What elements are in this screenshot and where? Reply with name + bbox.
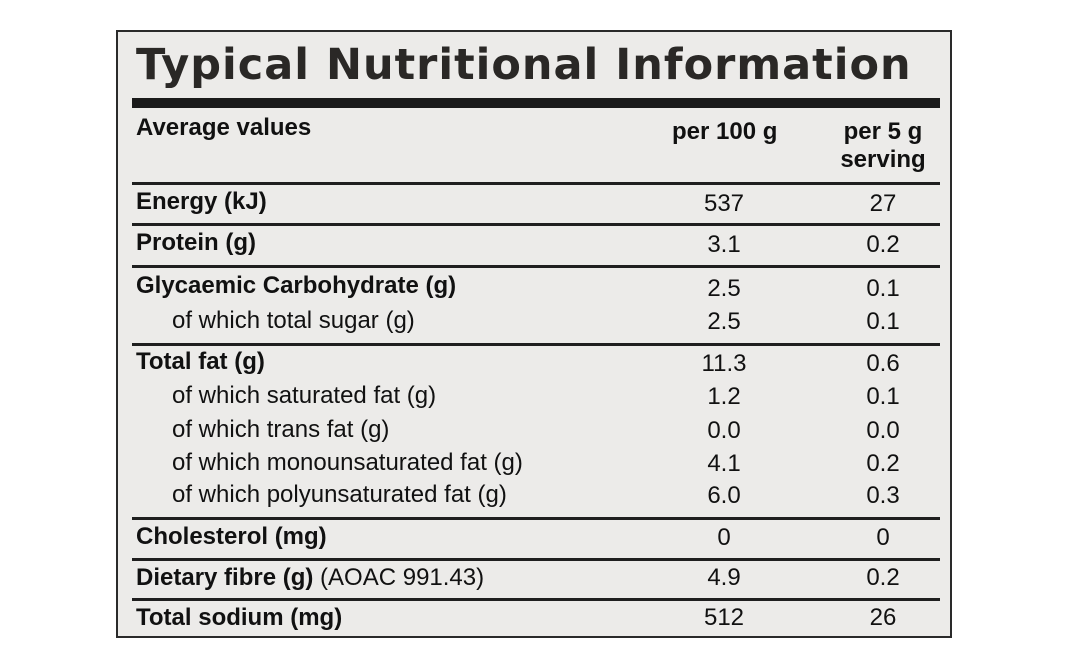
- divider: [132, 343, 940, 346]
- row-label: Energy (kJ): [136, 188, 267, 215]
- header-per-100g: per 100 g: [672, 118, 778, 145]
- row-per100: 537: [703, 190, 745, 217]
- divider: [132, 223, 940, 226]
- row-label: of which polyunsaturated fat (g): [172, 481, 507, 508]
- row-per5: 0.0: [866, 417, 900, 444]
- row-per5: 0.2: [866, 231, 900, 258]
- row-per100: 0.0: [707, 417, 741, 444]
- row-label-fibre-bold: Dietary fibre (g): [136, 564, 314, 591]
- row-label: of which trans fat (g): [172, 416, 390, 443]
- row-per100: 4.1: [707, 450, 741, 477]
- row-label-fibre: Dietary fibre (g) (AOAC 991.43): [136, 564, 484, 592]
- row-per100: 0: [717, 524, 731, 551]
- row-label: Total sodium (mg): [136, 604, 343, 631]
- divider: [132, 182, 940, 185]
- row-label: of which saturated fat (g): [172, 382, 437, 409]
- header-average-values: Average values: [136, 114, 312, 141]
- row-label: of which total sugar (g): [172, 307, 415, 334]
- row-per100: 2.5: [707, 308, 741, 335]
- row-label: of which monounsaturated fat (g): [172, 449, 523, 476]
- header-per-5g-line2: serving: [840, 146, 926, 173]
- row-per100: 3.1: [707, 231, 741, 258]
- row-label: Protein (g): [136, 229, 256, 256]
- row-per5: 0.2: [866, 450, 900, 477]
- row-per100: 1.2: [707, 383, 741, 410]
- row-per5: 0.1: [866, 275, 900, 302]
- row-per5: 27: [869, 190, 897, 217]
- row-per5: 26: [869, 604, 897, 631]
- row-per100: 2.5: [707, 275, 741, 302]
- divider: [132, 558, 940, 561]
- header-per-5g-line1: per 5 g: [843, 118, 923, 145]
- row-per100: 11.3: [701, 350, 747, 377]
- row-per100: 4.9: [707, 564, 741, 591]
- row-per5: 0.3: [866, 482, 900, 509]
- divider: [132, 517, 940, 520]
- row-label: Cholesterol (mg): [136, 523, 327, 550]
- row-per100: 512: [703, 604, 745, 631]
- label-title: Typical Nutritional Information: [136, 40, 912, 90]
- row-per5: 0.1: [866, 308, 900, 335]
- row-per100: 6.0: [707, 482, 741, 509]
- row-label: Total fat (g): [136, 348, 265, 375]
- divider: [132, 265, 940, 268]
- row-label: Glycaemic Carbohydrate (g): [136, 272, 457, 299]
- row-per5: 0.6: [866, 350, 900, 377]
- row-per5: 0: [876, 524, 890, 551]
- row-label-fibre-method: (AOAC 991.43): [313, 564, 485, 591]
- row-per5: 0.2: [866, 564, 900, 591]
- row-per5: 0.1: [866, 383, 900, 410]
- title-divider: [132, 98, 940, 108]
- divider: [132, 598, 940, 601]
- nutrition-label: Typical Nutritional Information Average …: [116, 30, 952, 638]
